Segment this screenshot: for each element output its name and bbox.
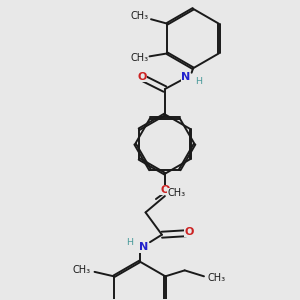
Text: N: N	[181, 72, 190, 82]
Text: CH₃: CH₃	[73, 266, 91, 275]
Text: O: O	[160, 185, 170, 195]
Text: CH₃: CH₃	[207, 273, 226, 283]
Text: H: H	[127, 238, 134, 247]
Text: CH₃: CH₃	[130, 53, 148, 63]
Text: O: O	[184, 227, 194, 237]
Text: N: N	[140, 242, 149, 253]
Text: CH₃: CH₃	[130, 11, 148, 21]
Text: H: H	[196, 76, 202, 85]
Text: CH₃: CH₃	[167, 188, 185, 198]
Text: O: O	[138, 72, 147, 82]
